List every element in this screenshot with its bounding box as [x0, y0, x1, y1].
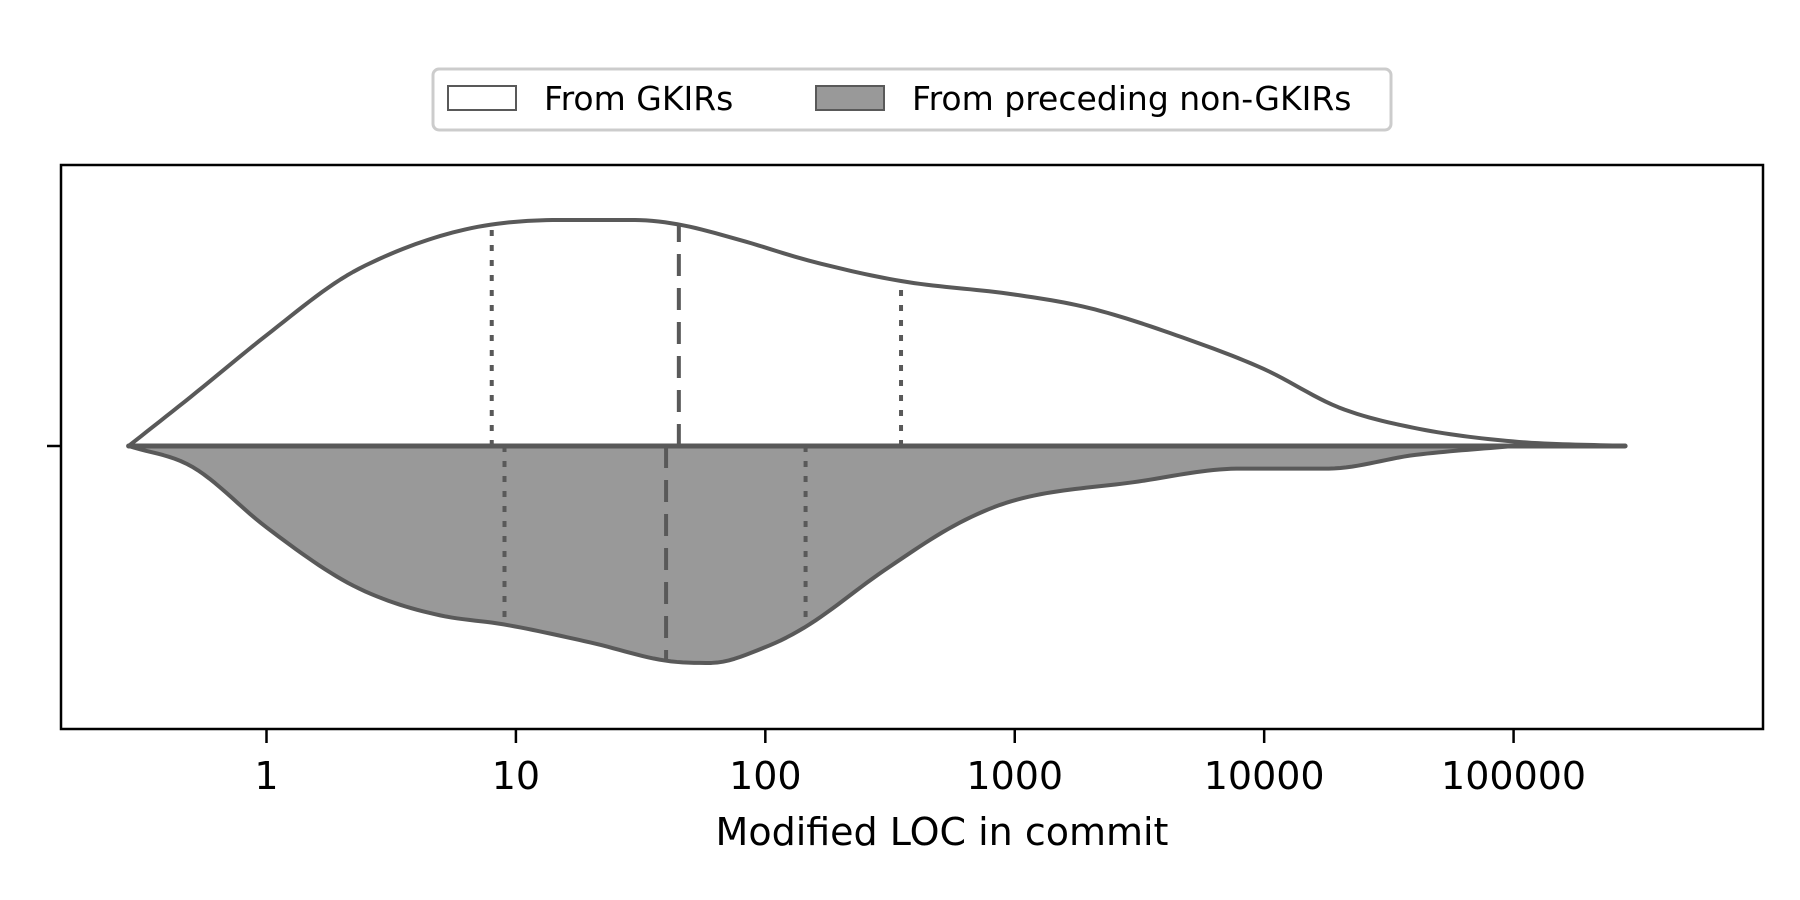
plot-area: 1 10 100 1000 10000 100000: [47, 163, 1765, 798]
legend-swatch-gkirs: [447, 85, 517, 111]
legend-label-non-gkirs: From preceding non-GKIRs: [912, 79, 1351, 118]
x-tick-label: 100000: [1441, 754, 1586, 798]
x-tick-label: 1000: [966, 754, 1063, 798]
legend-frame: [431, 67, 1393, 132]
legend-label-gkirs: From GKIRs: [544, 79, 733, 118]
x-tick-label: 10000: [1204, 754, 1325, 798]
x-tick-label: 1: [254, 754, 278, 798]
legend: From GKIRs From preceding non-GKIRs: [431, 67, 1393, 132]
x-axis-label: Modified LOC in commit: [716, 810, 1169, 854]
x-tick-label: 100: [729, 754, 802, 798]
legend-swatch-non-gkirs: [815, 85, 885, 111]
x-tick-label: 10: [492, 754, 540, 798]
violin-half-gkirs: [126, 218, 1628, 448]
violin-half-non-gkirs: [126, 444, 1516, 665]
